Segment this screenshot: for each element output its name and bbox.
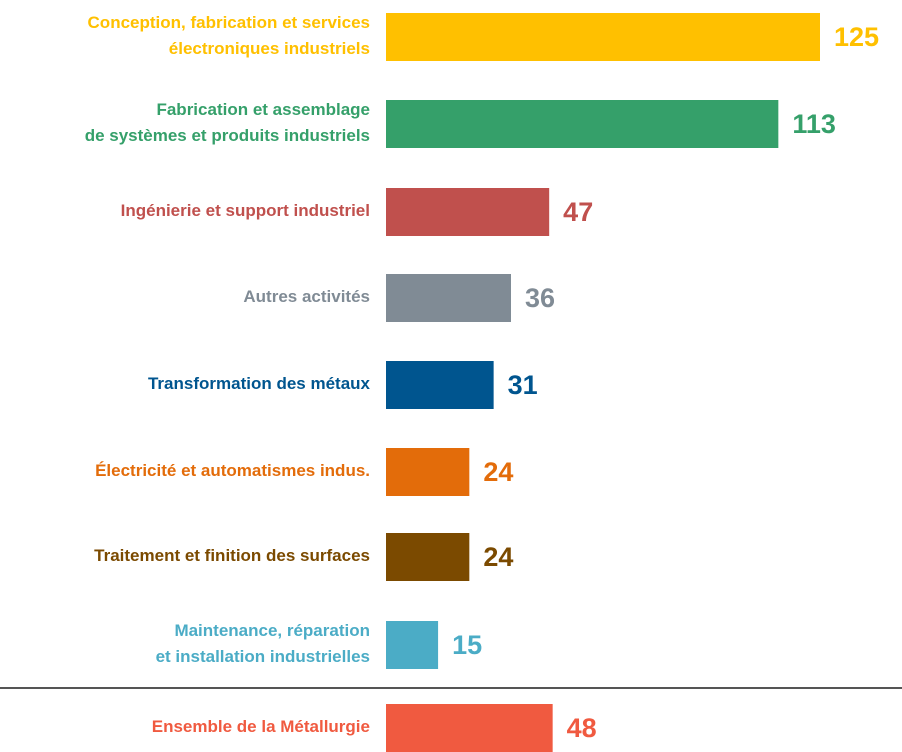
category-label: Ensemble de la Métallurgie [152, 717, 370, 736]
category-line: et installation industrielles [156, 647, 370, 666]
category-line: Électricité et automatismes indus. [95, 461, 370, 480]
category-line: de systèmes et produits industriels [85, 126, 370, 145]
category-label: Maintenance, réparation et installation i… [156, 621, 370, 666]
bar [386, 274, 511, 322]
category-line: Traitement et finition des surfaces [94, 546, 370, 565]
category-label: Traitement et finition des surfaces [94, 546, 370, 565]
value-label: 47 [563, 197, 593, 227]
category-label: Électricité et automatismes indus. [95, 461, 370, 480]
category-line: électroniques industriels [169, 39, 370, 58]
bar [386, 448, 470, 496]
category-line: Fabrication et assemblage [156, 100, 370, 119]
value-label: 36 [525, 283, 555, 313]
value-label: 125 [834, 22, 879, 52]
value-label: 24 [483, 542, 513, 572]
bar [386, 188, 550, 236]
value-label: 24 [483, 457, 513, 487]
bar [386, 100, 779, 148]
category-line: Ingénierie et support industriel [121, 201, 370, 220]
value-label: 48 [567, 713, 597, 743]
bar [386, 361, 494, 409]
value-label: 31 [508, 370, 538, 400]
category-line: Ensemble de la Métallurgie [152, 717, 370, 736]
bar [386, 13, 820, 61]
bar [386, 533, 470, 581]
category-label: Autres activités [243, 287, 370, 306]
category-line: Transformation des métaux [148, 374, 371, 393]
category-line: Autres activités [243, 287, 370, 306]
category-line: Maintenance, réparation [174, 621, 370, 640]
bar [386, 704, 553, 752]
category-label: Ingénierie et support industriel [121, 201, 370, 220]
category-label: Conception, fabrication et services élect… [88, 13, 370, 58]
category-line: Conception, fabrication et services [88, 13, 370, 32]
value-label: 15 [452, 630, 482, 660]
category-label: Fabrication et assemblage de systèmes et … [85, 100, 370, 145]
category-label: Transformation des métaux [148, 374, 371, 393]
value-label: 113 [792, 109, 836, 139]
bar [386, 621, 439, 669]
